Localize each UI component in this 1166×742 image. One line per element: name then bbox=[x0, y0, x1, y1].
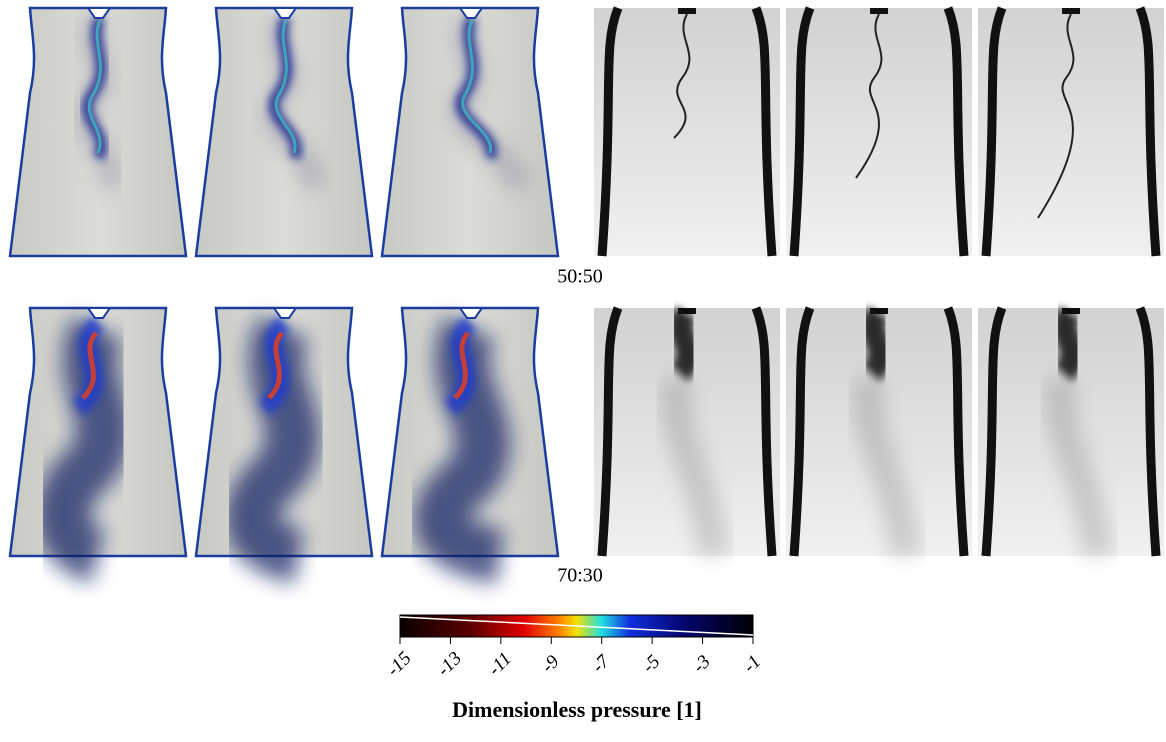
simulation-panel bbox=[196, 308, 372, 556]
tick-label: -11 bbox=[484, 648, 516, 680]
nozzle bbox=[870, 8, 888, 14]
photo-panel bbox=[594, 8, 780, 256]
photo-panel bbox=[978, 308, 1164, 556]
tick-label: -13 bbox=[433, 648, 466, 681]
tick-label: -15 bbox=[383, 648, 416, 681]
simulation-panel bbox=[10, 308, 186, 556]
nozzle bbox=[678, 8, 696, 14]
jet bbox=[1063, 313, 1072, 373]
row-label: 50:50 bbox=[557, 266, 603, 288]
jet bbox=[679, 313, 688, 373]
photo-panel bbox=[786, 8, 972, 256]
simulation-panel bbox=[382, 8, 558, 256]
photo-panel bbox=[786, 308, 972, 556]
tick-label: -3 bbox=[689, 651, 715, 677]
tick-label: -1 bbox=[739, 651, 765, 677]
tick-label: -5 bbox=[638, 651, 664, 677]
row-label: 70:30 bbox=[557, 565, 603, 587]
colorbar-title: Dimensionless pressure [1] bbox=[452, 697, 702, 722]
jet bbox=[871, 313, 880, 373]
photo-panel bbox=[594, 308, 780, 556]
nozzle bbox=[1062, 8, 1080, 14]
colorbar-ticks: -15 -13 -11 -9 -7 -5 -3 -1 bbox=[383, 637, 765, 681]
photo-panel bbox=[978, 8, 1164, 256]
figure: 50:50 70:30 -15 -13 -11 -9 -7 -5 -3 -1 Dimensio… bbox=[0, 0, 1166, 742]
tick-label: -7 bbox=[588, 650, 615, 677]
simulation-panel bbox=[10, 8, 186, 256]
tick-label: -9 bbox=[537, 651, 563, 677]
simulation-panel bbox=[382, 308, 558, 556]
simulation-panel bbox=[196, 8, 372, 256]
